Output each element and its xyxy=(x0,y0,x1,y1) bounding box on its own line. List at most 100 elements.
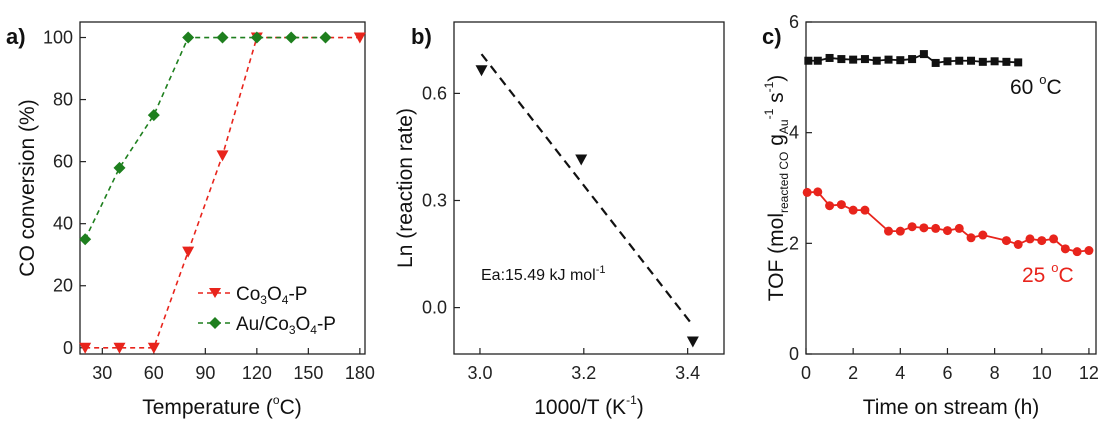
panel-b-annotation-sup: -1 xyxy=(596,264,606,276)
panel-a-series-line-co3o4 xyxy=(85,36,360,349)
panel-c-point-red_25c-0 xyxy=(802,187,812,197)
legend-label-au-co3o4: Au/Co3O4-P xyxy=(236,314,336,337)
panel-c-point-red_25c-8 xyxy=(907,222,917,232)
panel-c-point-red_25c-13 xyxy=(966,233,976,243)
legend-marker-au-co3o4 xyxy=(209,317,221,329)
panel-a-series xyxy=(79,31,366,354)
panel-c-point-red_25c-7 xyxy=(895,226,905,236)
panel-c-ytick-label-0: 0 xyxy=(789,344,799,364)
panel-b-xlabel-end: ) xyxy=(637,396,644,419)
series-label-60c-sup: o xyxy=(1039,72,1046,87)
legend-item-au-co3o4: Au/Co3O4-P xyxy=(198,314,336,337)
panel-c-point-black-0 xyxy=(804,56,813,65)
panel-c-point-black-7 xyxy=(884,55,893,64)
panel-a-point-co3o4-4 xyxy=(216,150,229,162)
panel-a-point-co3o4-6 xyxy=(353,32,366,44)
panel-b-xlabel-sup: -1 xyxy=(626,393,637,407)
panel-a-xtick-label-2: 90 xyxy=(195,363,215,383)
panel-c-series-line-red_25c xyxy=(807,190,1090,253)
panel-b-point-0 xyxy=(475,65,488,77)
panel-a-ytick-label-3: 60 xyxy=(53,152,73,172)
panel-c-point-black-4 xyxy=(849,55,858,64)
panel-c-point-red_25c-12 xyxy=(954,223,964,233)
panel-a-point-co3o4-2 xyxy=(147,342,160,354)
panel-c-point-black-12 xyxy=(943,57,952,66)
panel-c-point-red_25c-14 xyxy=(978,230,988,240)
panel-c-ylabel-f: s xyxy=(765,92,788,108)
panel-c-xtick-label-0: 0 xyxy=(801,363,811,383)
panel-c-point-black-13 xyxy=(955,56,964,65)
panel-a-series-line-au_co3o4 xyxy=(84,36,326,240)
panel-c-label: c) xyxy=(762,24,782,49)
panel-c-ylabel-h: ) xyxy=(765,75,788,82)
panel-a-ticks: 30 60 90 120 150 180 0 20 40 60 80 100 xyxy=(43,28,375,383)
panel-a-xtick-label-5: 180 xyxy=(345,363,375,383)
panel-b-xlabel-main: 1000/T (K xyxy=(534,396,626,419)
panel-c-point-red_25c-9 xyxy=(919,223,929,233)
panel-c-ticks: 0 2 4 6 8 10 12 0 2 4 6 xyxy=(789,12,1099,383)
legend-label-co3o4: Co3O4-P xyxy=(236,284,307,307)
legend-au-part-0: Au/Co xyxy=(236,314,289,335)
legend-item-co3o4: Co3O4-P xyxy=(198,284,307,307)
panel-c-ytick-label-2: 4 xyxy=(789,123,799,143)
panel-b-xlabel: 1000/T (K-1) xyxy=(534,393,644,419)
panel-c-point-red_25c-5 xyxy=(860,205,870,215)
panel-c-frame xyxy=(805,21,1097,355)
series-label-25c: 25 oC xyxy=(1022,260,1074,287)
panel-c-point-red_25c-21 xyxy=(1072,247,1082,257)
series-label-60c-end: C xyxy=(1046,76,1061,99)
panel-b-frame xyxy=(453,21,725,355)
panel-c-xlabel: Time on stream (h) xyxy=(863,396,1040,419)
panel-b-xtick-label-2: 3.4 xyxy=(675,363,700,383)
panel-c-point-black-3 xyxy=(837,55,846,64)
panel-c-point-black-6 xyxy=(872,56,881,65)
panel-c-point-black-8 xyxy=(896,56,905,65)
panel-a-point-au_co3o4-4 xyxy=(216,31,229,44)
panel-c-ylabel: TOF (molreacted CO gAu-1 s-1) xyxy=(762,75,791,302)
panel-a-xtick-label-4: 150 xyxy=(293,363,323,383)
panel-c-point-red_25c-16 xyxy=(1013,239,1023,249)
panel-b-point-2 xyxy=(686,336,699,348)
panel-c-point-red_25c-6 xyxy=(884,226,894,236)
panel-c-point-red_25c-11 xyxy=(942,226,952,236)
series-label-25c-end: C xyxy=(1058,264,1073,287)
panel-c-ylabel-g: -1 xyxy=(762,81,776,92)
panel-c-point-red_25c-3 xyxy=(836,200,846,210)
panel-a-frame xyxy=(79,21,366,355)
panel-c-ylabel-c: g xyxy=(765,134,788,152)
panel-a-xtick-label-0: 30 xyxy=(92,363,112,383)
panel-a-xtick-label-1: 60 xyxy=(144,363,164,383)
panel-c-xtick-label-3: 6 xyxy=(942,363,952,383)
panel-a-point-au_co3o4-7 xyxy=(319,31,332,44)
panel-a-ylabel: CO conversion (%) xyxy=(16,99,39,276)
panel-c-point-black-11 xyxy=(931,58,940,67)
panel-b-annotation-main: Ea:15.49 kJ mol xyxy=(481,267,596,284)
panel-c-point-red_25c-2 xyxy=(825,201,835,211)
panel-c-ylabel-d: Au xyxy=(777,119,791,134)
legend-co3o4-part-4: -P xyxy=(288,284,307,305)
panel-a-xlabel-main: Temperature ( xyxy=(142,396,273,419)
panel-c-point-red_25c-19 xyxy=(1049,234,1059,244)
legend-au-part-1: 3 xyxy=(289,323,296,337)
panel-c-xtick-label-1: 2 xyxy=(848,363,858,383)
panel-c-xtick-label-6: 12 xyxy=(1079,363,1099,383)
panel-a-legend: Co3O4-P Au/Co3O4-P xyxy=(198,284,336,337)
panel-c-point-black-17 xyxy=(1002,57,1011,66)
panel-c-point-red_25c-15 xyxy=(1001,236,1011,246)
panel-c-point-black-18 xyxy=(1014,58,1023,67)
panel-c-ytick-label-3: 6 xyxy=(789,12,799,32)
series-label-60c: 60 oC xyxy=(1010,72,1062,99)
panel-c-point-black-14 xyxy=(967,56,976,65)
panel-a-point-co3o4-1 xyxy=(113,342,126,354)
legend-au-part-2: O xyxy=(296,314,311,335)
panel-a-ytick-label-5: 100 xyxy=(43,28,73,48)
panel-b-xtick-label-0: 3.0 xyxy=(467,363,492,383)
panel-c-point-black-10 xyxy=(919,50,928,59)
panel-a-xlabel: Temperature (oC) xyxy=(142,393,302,419)
panel-c-ylabel-e: -1 xyxy=(762,108,776,119)
panel-a-point-au_co3o4-3 xyxy=(182,31,195,44)
panel-b-label: b) xyxy=(411,24,432,49)
panel-c-point-red_25c-10 xyxy=(931,223,941,233)
panel-a-point-au_co3o4-6 xyxy=(285,31,298,44)
